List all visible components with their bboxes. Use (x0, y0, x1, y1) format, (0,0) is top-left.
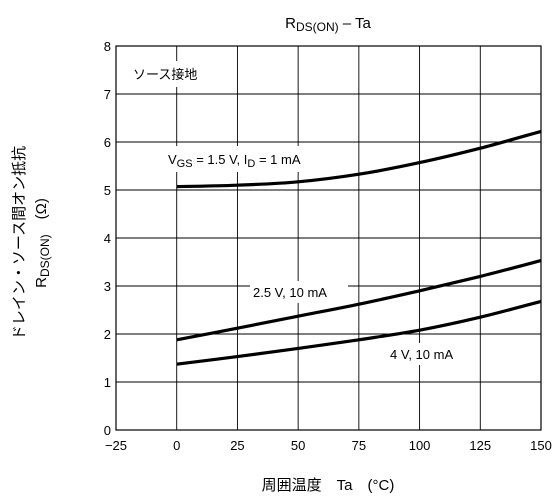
y-tick-label: 8 (104, 39, 111, 54)
x-axis-ticks: −25 0 25 50 75 100 125 150 (105, 438, 552, 453)
series-label-2: 2.5 V, 10 mA (253, 285, 327, 300)
x-tick-label: 50 (291, 438, 305, 453)
chart-title: RDS(ON) – Ta (285, 15, 371, 34)
y-axis-title-line1: ドレイン・ソース間オン抵抗 (11, 146, 28, 340)
y-tick-label: 0 (104, 423, 111, 438)
x-tick-label: 125 (469, 438, 491, 453)
y-tick-label: 3 (104, 279, 111, 294)
series-label-bg-1 (166, 146, 358, 172)
series-label-bg-3 (386, 343, 474, 365)
x-tick-label: −25 (105, 438, 127, 453)
y-tick-label: 5 (104, 183, 111, 198)
x-tick-label: 75 (352, 438, 366, 453)
x-axis-title: 周囲温度 Ta (°C) (262, 477, 395, 494)
x-tick-label: 100 (409, 438, 431, 453)
y-axis-ticks: 0 1 2 3 4 5 6 7 8 (104, 39, 111, 438)
y-tick-label: 2 (104, 327, 111, 342)
series-label-bg-2 (250, 281, 348, 303)
condition-label: ソース接地 (133, 67, 197, 82)
y-axis-title-2: RDS(ON) (Ω) (33, 198, 52, 288)
series-line-2 (176, 259, 542, 342)
series-label-3: 4 V, 10 mA (390, 347, 453, 362)
y-axis-title: ドレイン・ソース間オン抵抗 (11, 146, 28, 340)
y-tick-label: 4 (104, 231, 111, 246)
x-tick-label: 0 (173, 438, 180, 453)
y-tick-label: 1 (104, 375, 111, 390)
y-tick-label: 6 (104, 135, 111, 150)
x-tick-label: 25 (230, 438, 244, 453)
series-group (176, 129, 542, 366)
series-line-1 (176, 129, 542, 189)
y-axis-title-line2: RDS(ON) (Ω) (33, 198, 52, 288)
x-tick-label: 150 (530, 438, 552, 453)
series-line-3 (176, 299, 542, 366)
series-label-1: VGS = 1.5 V, ID = 1 mA (168, 152, 301, 170)
condition-label-box (121, 61, 225, 87)
y-tick-label: 7 (104, 87, 111, 102)
